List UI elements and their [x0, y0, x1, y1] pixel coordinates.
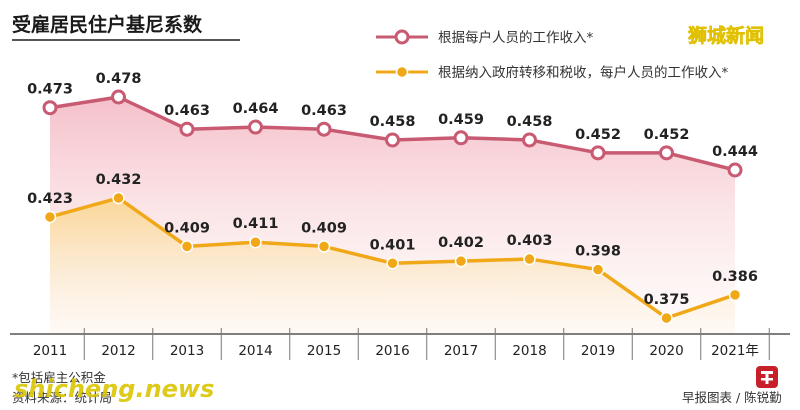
- series-1-data-label: 0.452: [644, 127, 690, 143]
- series-2-data-label: 0.409: [164, 220, 210, 236]
- x-tick-label: 2021年: [711, 343, 759, 359]
- legend-swatch-marker: [394, 29, 410, 45]
- series-1-point: [727, 162, 743, 178]
- series-2-data-label: 0.403: [507, 233, 553, 249]
- series-1-point: [590, 145, 606, 161]
- series-2-data-label: 0.401: [370, 237, 416, 253]
- series-2-point: [660, 311, 673, 325]
- series-2-data-label: 0.402: [438, 235, 484, 251]
- series-2-point: [43, 210, 57, 224]
- series-2-point: [249, 235, 262, 249]
- series-1-point: [522, 132, 537, 148]
- legend-swatch-marker: [395, 65, 409, 79]
- series-1-data-label: 0.463: [301, 103, 347, 119]
- series-1-data-label: 0.452: [575, 127, 621, 143]
- footnote: *包括雇主公积金: [12, 370, 106, 385]
- series-2-data-label: 0.423: [27, 191, 73, 207]
- x-tick-label: 2017: [444, 343, 478, 359]
- series-1-data-label: 0.478: [96, 71, 142, 87]
- series-1-point: [111, 89, 126, 105]
- x-tick-label: 2013: [170, 343, 204, 359]
- series-2-data-label: 0.409: [301, 220, 347, 236]
- x-tick-label: 2016: [375, 343, 409, 359]
- series-2-point: [386, 257, 399, 270]
- series-1-point: [453, 130, 469, 146]
- data-labels: 0.473 0.478 0.463 0.464 0.463 0.458 0.459 0.458…: [27, 71, 758, 308]
- series-1-data-label: 0.473: [27, 82, 73, 98]
- legend-item-series1: 根据每户人员的工作收入*: [376, 29, 593, 46]
- publisher-logo: [756, 366, 778, 388]
- legend: 根据每户人员的工作收入* 根据纳入政府转移和税收，每户人员的工作收入*: [376, 29, 728, 81]
- series-2-data-label: 0.375: [644, 292, 690, 308]
- series-2-point: [591, 263, 605, 276]
- legend-item-series2: 根据纳入政府转移和税收，每户人员的工作收入*: [376, 64, 728, 81]
- x-tick-label: 2014: [238, 343, 272, 359]
- series-2-point: [317, 240, 331, 253]
- series-1-point: [659, 145, 674, 161]
- x-tick-label: 2015: [307, 343, 341, 359]
- credit-text: 早报图表 / 陈锐勤: [682, 390, 782, 405]
- series-1-point: [42, 100, 58, 116]
- logo-mark: [761, 378, 773, 381]
- series-2-data-label: 0.411: [233, 216, 279, 232]
- series-1-data-label: 0.444: [712, 144, 758, 160]
- logo-mark: [765, 371, 769, 384]
- series-1-data-label: 0.464: [233, 101, 279, 117]
- series-2-data-label: 0.432: [96, 172, 142, 188]
- x-tick-label: 2018: [512, 343, 546, 359]
- legend-label-series1: 根据每户人员的工作收入*: [438, 29, 593, 46]
- chart-title: 受雇居民住户基尼系数: [12, 13, 203, 36]
- series-2-point: [454, 254, 468, 268]
- series-2-point: [180, 240, 194, 253]
- series-1-data-label: 0.459: [438, 112, 484, 128]
- source-text: 资料来源：统计局: [12, 390, 112, 405]
- series-1-data-label: 0.458: [370, 114, 416, 130]
- series-1-point: [316, 121, 332, 137]
- x-tick-label: 2012: [101, 343, 135, 359]
- series-2-point: [112, 191, 125, 205]
- series-2-point: [523, 252, 536, 266]
- x-axis-ticks: 2011 2012 2013 2014 2015 2016 2017 2018 2019 2020…: [33, 328, 770, 360]
- series-points: [42, 89, 743, 325]
- x-tick-label: 2020: [649, 343, 683, 359]
- series-2-data-label: 0.398: [575, 244, 621, 260]
- series-1-point: [385, 132, 400, 148]
- x-tick-label: 2019: [581, 343, 615, 359]
- series-1-point: [179, 121, 195, 137]
- x-tick-label: 2011: [33, 343, 67, 359]
- series-1-point: [248, 119, 263, 135]
- series-2-data-label: 0.386: [712, 269, 758, 285]
- watermark-site: shicheng.news: [14, 375, 214, 403]
- series-1-data-label: 0.463: [164, 103, 210, 119]
- series-2-point: [728, 288, 742, 302]
- series-1-data-label: 0.458: [507, 114, 553, 130]
- watermark-brand: 狮城新闻: [688, 24, 764, 47]
- legend-label-series2: 根据纳入政府转移和税收，每户人员的工作收入*: [438, 64, 728, 81]
